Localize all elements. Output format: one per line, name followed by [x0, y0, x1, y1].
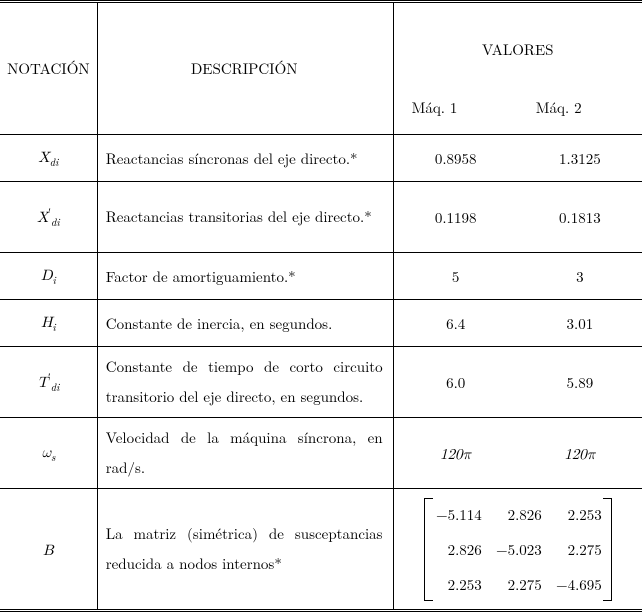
value-maq1: 120π	[393, 418, 518, 489]
table-row: Di Factor de amortiguamiento.* 5 3	[0, 253, 642, 300]
value-maq1: 5	[393, 253, 518, 300]
description-cell: Reactancias transitorias del eje directo…	[97, 182, 393, 253]
matrix-cell: 2.253	[554, 504, 602, 525]
description-cell: Constante de inercia, en segundos.	[97, 300, 393, 347]
value-maq2: 120π	[518, 418, 642, 489]
header-maq1: Máq. 1	[393, 95, 518, 135]
value-maq1: 0.8958	[393, 135, 518, 182]
value-maq2: 3	[518, 253, 642, 300]
header-values: VALORES	[393, 2, 642, 96]
matrix-cell: 2.275	[554, 539, 602, 560]
notation-cell: ωs	[0, 418, 97, 489]
matrix-cell: 2.275	[494, 574, 542, 595]
notation-cell: Hi	[0, 300, 97, 347]
table-row: X′di Reactancias transitorias del eje di…	[0, 182, 642, 253]
description-cell: Constante de tiempo de corto circuito tr…	[97, 347, 393, 418]
description-cell: La matriz (simétrica) de susceptancias r…	[97, 489, 393, 611]
matrix-cell: 2.253	[434, 574, 482, 595]
header-notation: NOTACIÓN	[0, 2, 97, 135]
matrix-cell: −5.023	[494, 539, 542, 560]
notation-cell: Di	[0, 253, 97, 300]
table-row: ωs Velocidad de la máquina síncrona, en …	[0, 418, 642, 489]
value-matrix-cell: −5.114 2.826 2.253 2.826 −5.023 2.275 2.…	[393, 489, 642, 611]
notation-cell: X′di	[0, 182, 97, 253]
matrix-cell: 2.826	[494, 504, 542, 525]
value-maq2: 1.3125	[518, 135, 642, 182]
notation-cell: Xdi	[0, 135, 97, 182]
matrix-cell: 2.826	[434, 539, 482, 560]
value-maq1: 6.0	[393, 347, 518, 418]
value-maq2: 3.01	[518, 300, 642, 347]
notation-cell: T′di	[0, 347, 97, 418]
susceptance-matrix: −5.114 2.826 2.253 2.826 −5.023 2.275 2.…	[424, 498, 612, 601]
matrix-cell: −4.695	[554, 574, 602, 595]
matrix-cell: −5.114	[434, 504, 482, 525]
description-cell: Velocidad de la máquina síncrona, en rad…	[97, 418, 393, 489]
value-maq2: 0.1813	[518, 182, 642, 253]
description-cell: Factor de amortiguamiento.*	[97, 253, 393, 300]
notation-cell: B	[0, 489, 97, 611]
table-row: B La matriz (simétrica) de susceptancias…	[0, 489, 642, 611]
header-description: DESCRIPCIÓN	[97, 2, 393, 135]
value-maq1: 6.4	[393, 300, 518, 347]
table-row: T′di Constante de tiempo de corto circui…	[0, 347, 642, 418]
value-maq1: 0.1198	[393, 182, 518, 253]
table-row: Hi Constante de inercia, en segundos. 6.…	[0, 300, 642, 347]
value-maq2: 5.89	[518, 347, 642, 418]
description-cell: Reactancias síncronas del eje directo.*	[97, 135, 393, 182]
header-maq2: Máq. 2	[518, 95, 642, 135]
table-row: Xdi Reactancias síncronas del eje direct…	[0, 135, 642, 182]
parameters-table: NOTACIÓN DESCRIPCIÓN VALORES Máq. 1 Máq.…	[0, 0, 642, 612]
